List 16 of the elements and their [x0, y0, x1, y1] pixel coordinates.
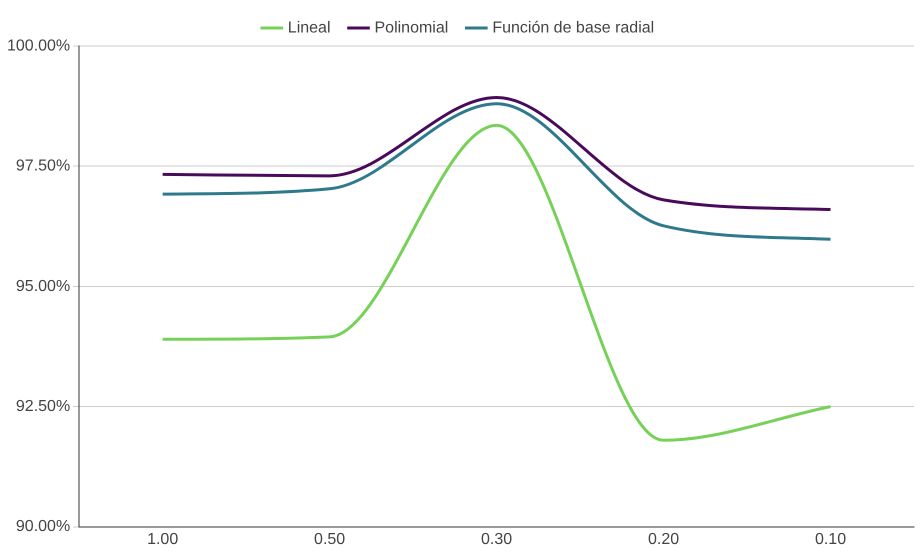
line-series	[161, 96, 832, 211]
x-tick-label: 1.00	[147, 530, 178, 548]
line-series	[161, 102, 832, 241]
legend-label: Lineal	[288, 19, 331, 36]
x-tick-label: 0.30	[481, 530, 512, 548]
y-tick-label: 97.50%	[16, 158, 70, 175]
x-tick-label: 0.20	[648, 530, 680, 548]
y-tick-label: 95.00%	[16, 278, 70, 295]
line-series	[161, 124, 832, 442]
x-tick-label: 0.50	[314, 530, 346, 548]
x-tick-label: 0.10	[814, 530, 846, 548]
y-tick-label: 92.50%	[16, 398, 70, 416]
legend-label: Función de base radial	[492, 19, 654, 36]
legend-label: Polinomial	[374, 19, 448, 36]
y-tick-label: 100.00%	[6, 37, 70, 54]
y-tick-label: 90.00%	[16, 518, 70, 536]
